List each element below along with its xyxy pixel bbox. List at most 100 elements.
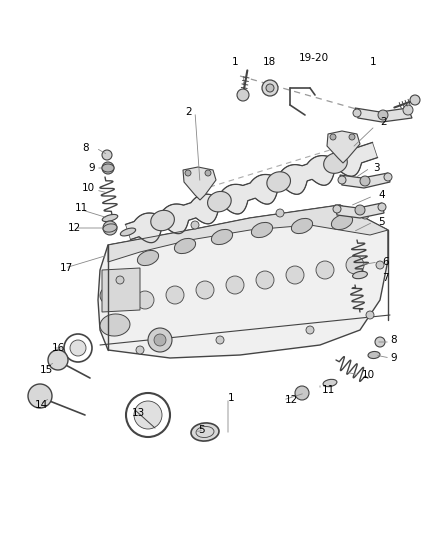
Text: 13: 13 bbox=[132, 408, 145, 418]
Circle shape bbox=[378, 203, 386, 211]
Circle shape bbox=[376, 261, 384, 269]
Ellipse shape bbox=[332, 214, 353, 230]
Circle shape bbox=[216, 336, 224, 344]
Circle shape bbox=[136, 291, 154, 309]
Text: 17: 17 bbox=[60, 263, 73, 273]
Circle shape bbox=[349, 134, 355, 140]
Ellipse shape bbox=[353, 271, 367, 279]
Circle shape bbox=[136, 346, 144, 354]
Circle shape bbox=[262, 80, 278, 96]
Ellipse shape bbox=[100, 314, 130, 336]
Circle shape bbox=[226, 276, 244, 294]
Circle shape bbox=[276, 209, 284, 217]
Text: 10: 10 bbox=[82, 183, 95, 193]
Circle shape bbox=[295, 386, 309, 400]
Polygon shape bbox=[108, 205, 388, 262]
Polygon shape bbox=[327, 131, 360, 163]
Text: 16: 16 bbox=[52, 343, 65, 353]
Circle shape bbox=[375, 337, 385, 347]
Polygon shape bbox=[335, 203, 384, 218]
Circle shape bbox=[286, 266, 304, 284]
Circle shape bbox=[353, 109, 361, 117]
Text: 10: 10 bbox=[362, 370, 375, 380]
Circle shape bbox=[338, 176, 346, 184]
Text: 3: 3 bbox=[373, 163, 380, 173]
Circle shape bbox=[266, 84, 274, 92]
Circle shape bbox=[185, 170, 191, 176]
Circle shape bbox=[361, 211, 369, 219]
Circle shape bbox=[103, 221, 117, 235]
Text: 2: 2 bbox=[380, 117, 387, 127]
Ellipse shape bbox=[100, 284, 130, 306]
Text: 19-20: 19-20 bbox=[299, 53, 329, 63]
Text: 18: 18 bbox=[263, 57, 276, 67]
Circle shape bbox=[237, 89, 249, 101]
Ellipse shape bbox=[151, 211, 174, 231]
Circle shape bbox=[48, 350, 68, 370]
Text: 12: 12 bbox=[68, 223, 81, 233]
Circle shape bbox=[191, 221, 199, 229]
Text: 14: 14 bbox=[35, 400, 48, 410]
Circle shape bbox=[360, 176, 370, 186]
Text: 11: 11 bbox=[75, 203, 88, 213]
Ellipse shape bbox=[212, 229, 233, 245]
Text: 6: 6 bbox=[382, 257, 389, 267]
Circle shape bbox=[28, 384, 52, 408]
Circle shape bbox=[410, 95, 420, 105]
Ellipse shape bbox=[191, 423, 219, 441]
Polygon shape bbox=[340, 173, 390, 188]
Ellipse shape bbox=[138, 251, 159, 265]
Circle shape bbox=[70, 340, 86, 356]
Ellipse shape bbox=[368, 351, 380, 359]
Circle shape bbox=[166, 286, 184, 304]
Circle shape bbox=[333, 205, 341, 213]
Text: 9: 9 bbox=[88, 163, 95, 173]
Text: 4: 4 bbox=[378, 190, 385, 200]
Ellipse shape bbox=[174, 238, 196, 254]
Circle shape bbox=[346, 256, 364, 274]
Text: 12: 12 bbox=[285, 395, 298, 405]
Text: 1: 1 bbox=[232, 57, 239, 67]
Circle shape bbox=[205, 170, 211, 176]
Ellipse shape bbox=[102, 214, 118, 222]
Text: 5: 5 bbox=[198, 425, 205, 435]
Ellipse shape bbox=[102, 164, 114, 172]
Circle shape bbox=[366, 311, 374, 319]
Polygon shape bbox=[98, 205, 388, 358]
Ellipse shape bbox=[267, 172, 290, 192]
Circle shape bbox=[378, 110, 388, 120]
Circle shape bbox=[196, 281, 214, 299]
Ellipse shape bbox=[208, 191, 231, 212]
Text: 8: 8 bbox=[390, 335, 397, 345]
Ellipse shape bbox=[251, 222, 272, 238]
Polygon shape bbox=[125, 142, 378, 243]
Ellipse shape bbox=[291, 219, 313, 233]
Text: 9: 9 bbox=[390, 353, 397, 363]
Text: 8: 8 bbox=[82, 143, 88, 153]
Circle shape bbox=[154, 334, 166, 346]
Polygon shape bbox=[102, 268, 140, 312]
Ellipse shape bbox=[324, 153, 347, 173]
Text: 2: 2 bbox=[185, 107, 192, 117]
Text: 1: 1 bbox=[370, 57, 377, 67]
Circle shape bbox=[148, 328, 172, 352]
Ellipse shape bbox=[103, 224, 117, 232]
Text: 11: 11 bbox=[322, 385, 335, 395]
Text: 15: 15 bbox=[40, 365, 53, 375]
Text: 7: 7 bbox=[382, 273, 389, 283]
Circle shape bbox=[134, 401, 162, 429]
Circle shape bbox=[330, 134, 336, 140]
Circle shape bbox=[355, 205, 365, 215]
Polygon shape bbox=[183, 167, 216, 200]
Circle shape bbox=[102, 150, 112, 160]
Text: 5: 5 bbox=[378, 217, 385, 227]
Circle shape bbox=[306, 326, 314, 334]
Circle shape bbox=[316, 261, 334, 279]
Text: 1: 1 bbox=[228, 393, 235, 403]
Circle shape bbox=[102, 162, 114, 174]
Circle shape bbox=[116, 276, 124, 284]
Circle shape bbox=[256, 271, 274, 289]
Ellipse shape bbox=[323, 379, 337, 386]
Polygon shape bbox=[355, 108, 412, 122]
Circle shape bbox=[403, 105, 413, 115]
